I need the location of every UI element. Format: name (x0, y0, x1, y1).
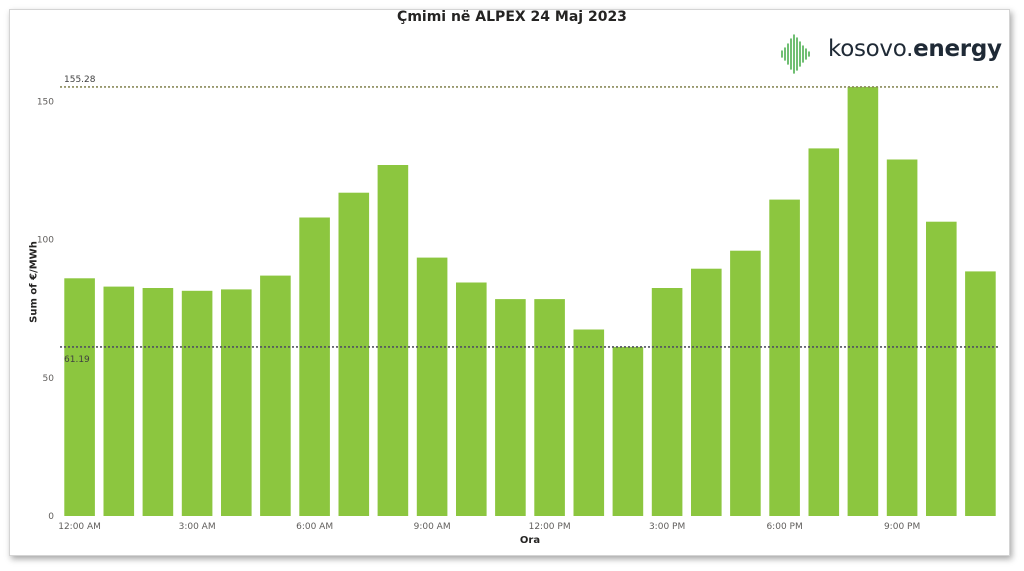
reference-line-label-1: 61.19 (64, 355, 90, 365)
bar-22[interactable] (926, 221, 957, 516)
bar-17[interactable] (730, 250, 761, 516)
bar-12[interactable] (534, 299, 565, 516)
bar-11[interactable] (495, 299, 526, 516)
bar-19[interactable] (808, 148, 840, 516)
bar-9[interactable] (416, 257, 448, 516)
bar-10[interactable] (456, 282, 487, 517)
bar-0[interactable] (64, 278, 95, 516)
bar-5[interactable] (260, 275, 291, 516)
x-tick-label-2: 6:00 AM (296, 522, 333, 532)
logo-text-bold: energy (913, 36, 1002, 62)
bar-18[interactable] (769, 199, 800, 516)
bar-14[interactable] (612, 346, 644, 516)
bar-15[interactable] (651, 288, 683, 516)
chart-title: Çmimi në ALPEX 24 Maj 2023 (397, 9, 627, 25)
x-tick-label-0: 12:00 AM (58, 522, 101, 532)
bar-13[interactable] (573, 329, 605, 517)
x-tick-label-5: 3:00 PM (649, 522, 685, 532)
bar-8[interactable] (377, 165, 409, 516)
x-tick-label-4: 12:00 PM (529, 522, 571, 532)
bar-3[interactable] (181, 290, 213, 516)
logo-text-light: kosovo. (828, 36, 914, 62)
bar-2[interactable] (142, 288, 174, 516)
logo-text: kosovo.energy (828, 36, 1002, 62)
bar-16[interactable] (691, 268, 722, 516)
x-tick-label-3: 9:00 AM (414, 522, 451, 532)
bar-23[interactable] (965, 271, 996, 516)
bar-4[interactable] (221, 289, 252, 516)
y-tick-label-1: 50 (43, 374, 55, 384)
bar-7[interactable] (338, 192, 370, 516)
x-tick-label-6: 6:00 PM (766, 522, 802, 532)
kosovo-energy-logo: kosovo.energy (776, 32, 1006, 76)
reference-line-label-0: 155.28 (64, 75, 96, 85)
bar-21[interactable] (886, 159, 918, 517)
x-tick-label-7: 9:00 PM (884, 522, 920, 532)
y-tick-label-0: 0 (48, 512, 54, 522)
bar-6[interactable] (299, 217, 330, 517)
bar-20[interactable] (847, 86, 879, 517)
soundwave-logo-icon (781, 34, 810, 74)
y-tick-label-2: 100 (37, 236, 54, 246)
x-axis-label: Ora (519, 535, 541, 546)
bar-1[interactable] (103, 286, 135, 516)
x-tick-label-1: 3:00 AM (179, 522, 216, 532)
y-tick-label-3: 150 (37, 98, 54, 108)
